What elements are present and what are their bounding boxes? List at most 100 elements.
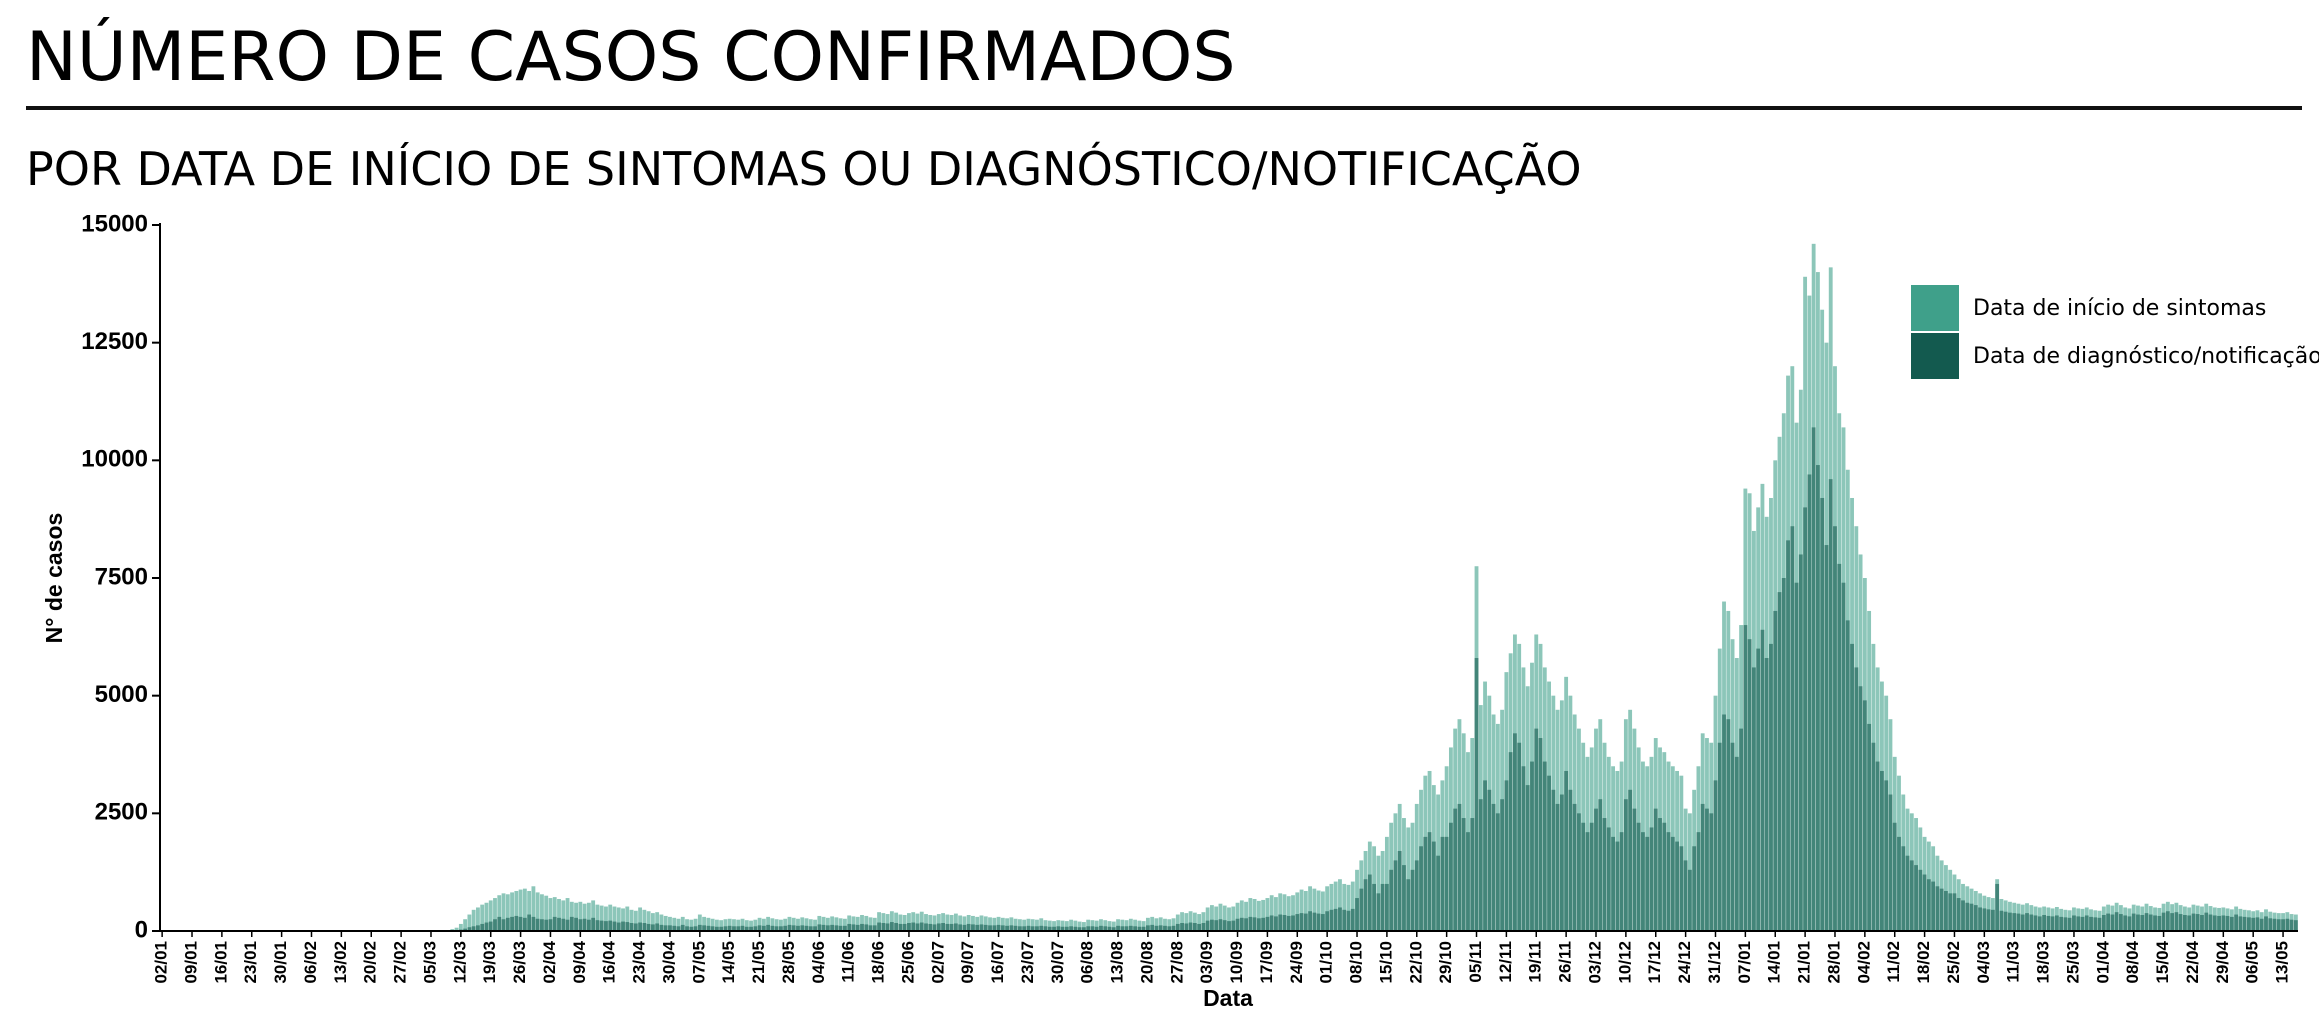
bar [2059, 916, 2064, 931]
bar [706, 925, 711, 931]
bar [510, 892, 514, 931]
bar [1274, 897, 1278, 931]
bar [1534, 728, 1539, 931]
bar [1252, 917, 1257, 931]
bar [680, 924, 685, 931]
bar [1815, 465, 1820, 931]
bar [1645, 836, 1650, 931]
x-tick-label: 30/07 [1048, 941, 1067, 984]
bar [1367, 874, 1372, 931]
bar [1892, 822, 1897, 931]
bar [1099, 919, 1103, 931]
bar [505, 894, 510, 931]
x-tick-label: 01/10 [1317, 941, 1336, 984]
bar [1154, 918, 1159, 931]
bar [1005, 918, 1010, 931]
bar [488, 921, 493, 931]
bar [1359, 888, 1364, 931]
y-tick-label: 2500 [95, 799, 148, 826]
bar [493, 898, 497, 931]
bar [1201, 912, 1206, 931]
bar [1180, 922, 1184, 931]
bar [710, 918, 715, 931]
x-tick-label: 16/07 [988, 941, 1007, 984]
bar [1026, 925, 1031, 931]
bar [569, 901, 574, 931]
bar [672, 925, 677, 931]
bar [740, 918, 745, 931]
bar [1406, 879, 1411, 931]
bar [659, 914, 664, 931]
bar [962, 924, 967, 931]
bar [1828, 479, 1833, 931]
bar [1205, 920, 1210, 931]
bar [1973, 905, 1978, 931]
bar [919, 911, 924, 931]
bar [2212, 915, 2217, 931]
bar [706, 917, 711, 931]
bar [1064, 926, 1069, 931]
bar [1734, 756, 1739, 931]
bar [2247, 917, 2251, 931]
bar [1274, 916, 1278, 931]
bar [548, 898, 553, 931]
bar [2272, 918, 2277, 931]
bar [1705, 808, 1709, 931]
bar [557, 917, 561, 931]
bar [663, 925, 668, 931]
bar [1504, 780, 1509, 931]
bar [1329, 883, 1334, 931]
bar [463, 928, 468, 931]
bar [604, 906, 608, 931]
bar [1231, 906, 1236, 931]
y-tick-label: 0 [135, 916, 148, 943]
bar [544, 895, 549, 931]
bar [1969, 903, 1974, 931]
x-tick-label: 03/09 [1197, 941, 1216, 984]
bar [1103, 920, 1108, 931]
x-tick-label: 13/08 [1108, 941, 1127, 984]
bar [800, 917, 805, 931]
bar [552, 897, 557, 931]
bar [1167, 926, 1172, 931]
x-tick-label: 03/12 [1585, 941, 1604, 984]
bar [1329, 909, 1334, 931]
bar [1769, 643, 1773, 931]
bar [834, 917, 839, 931]
bar [1137, 920, 1142, 931]
bar [1854, 667, 1859, 931]
bar [1248, 916, 1253, 931]
x-tick-label: 23/07 [1018, 941, 1037, 984]
bar [1495, 813, 1500, 931]
bar [1235, 918, 1240, 931]
bar [1662, 822, 1667, 931]
bar [2076, 916, 2081, 931]
bar [680, 916, 685, 931]
bar [582, 903, 587, 931]
bar [992, 925, 997, 931]
bar [1423, 836, 1428, 931]
bar [791, 917, 796, 931]
bar [1094, 926, 1099, 931]
bar [608, 904, 613, 931]
bar [1030, 919, 1035, 931]
bar [1666, 832, 1671, 931]
x-tick-label: 21/05 [749, 941, 768, 984]
bar [2293, 920, 2298, 931]
bar [1726, 719, 1731, 931]
legend-swatch [1911, 285, 1959, 331]
bar [996, 924, 1001, 931]
bar [1145, 917, 1150, 931]
bar [761, 925, 766, 931]
bar [919, 922, 924, 931]
y-tick-label: 7500 [95, 563, 148, 590]
bar [1632, 808, 1637, 931]
bar [1948, 893, 1953, 931]
bar [1845, 620, 1850, 931]
bar [1474, 658, 1479, 931]
bar [1235, 902, 1240, 931]
bar [1000, 925, 1005, 931]
bar [1781, 578, 1786, 931]
bar [1615, 841, 1620, 931]
